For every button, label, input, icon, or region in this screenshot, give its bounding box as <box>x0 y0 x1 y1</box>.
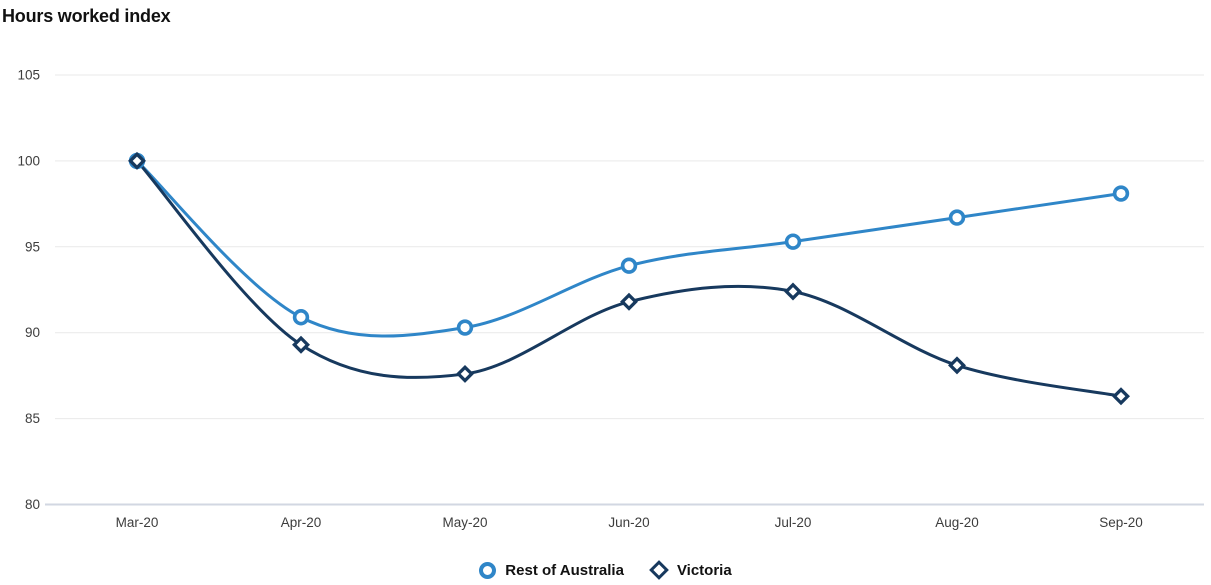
data-point-marker-diamond[interactable] <box>948 356 966 375</box>
data-point-marker-diamond[interactable] <box>292 335 310 354</box>
diamond-marker-icon <box>649 560 669 580</box>
data-point-marker-diamond[interactable] <box>128 151 146 170</box>
data-point-marker-circle[interactable] <box>948 209 966 226</box>
x-axis-tick-label: Jul-20 <box>775 515 812 530</box>
series-line-victoria <box>135 159 1123 398</box>
chart-title: Hours worked index <box>2 6 171 26</box>
data-point-marker-circle[interactable] <box>784 233 802 250</box>
data-point-marker-circle[interactable] <box>1112 185 1130 202</box>
data-point-marker-diamond[interactable] <box>1112 387 1130 406</box>
data-point-marker-diamond[interactable] <box>456 364 474 383</box>
y-axis-tick-label: 95 <box>25 239 40 254</box>
legend-label: Victoria <box>676 561 732 579</box>
legend-item-victoria[interactable]: Victoria <box>649 560 732 580</box>
x-axis-tick-label: Apr-20 <box>281 515 322 530</box>
data-point-marker-circle[interactable] <box>292 309 310 326</box>
legend: Rest of Australia Victoria <box>0 557 1211 583</box>
legend-label: Rest of Australia <box>505 561 624 579</box>
y-axis-tick-label: 90 <box>25 325 40 340</box>
data-point-marker-circle[interactable] <box>456 319 474 336</box>
y-axis-tick-label: 85 <box>25 411 40 426</box>
data-point-marker-circle[interactable] <box>620 257 638 274</box>
legend-item-rest-of-australia[interactable]: Rest of Australia <box>479 561 624 579</box>
y-axis-tick-label: 80 <box>25 497 40 512</box>
x-axis-tick-label: Jun-20 <box>608 515 649 530</box>
x-axis-tick-label: Mar-20 <box>116 515 159 530</box>
x-axis-tick-label: Aug-20 <box>935 515 979 530</box>
y-axis-tick-label: 105 <box>17 68 40 83</box>
x-axis-tick-label: May-20 <box>442 515 487 530</box>
x-axis-tick-label: Sep-20 <box>1099 515 1143 530</box>
data-point-marker-diamond[interactable] <box>784 282 802 301</box>
circle-marker-icon <box>479 561 497 579</box>
y-axis-tick-label: 100 <box>17 153 40 168</box>
data-point-marker-diamond[interactable] <box>620 292 638 311</box>
